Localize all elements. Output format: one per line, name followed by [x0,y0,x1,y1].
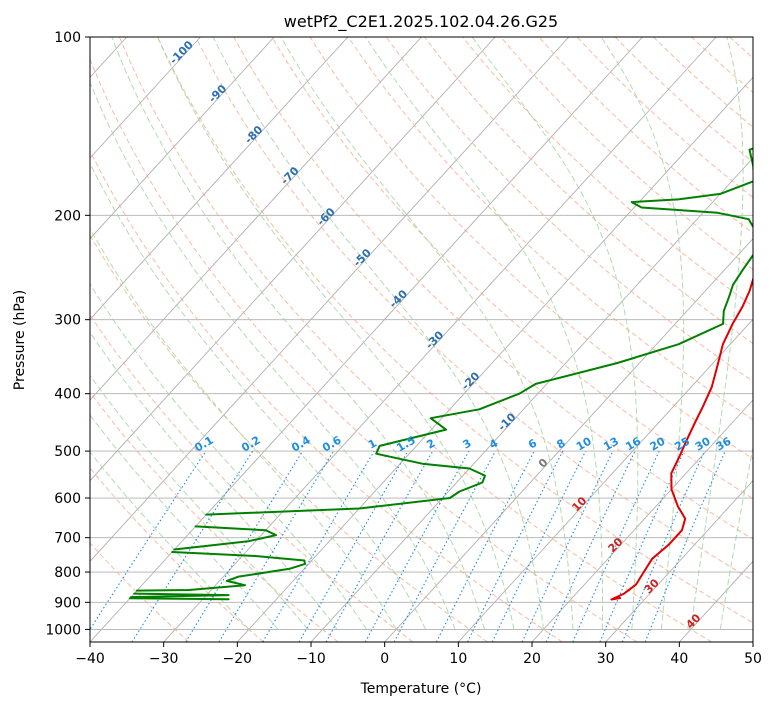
dry-adiabat-line [614,37,753,163]
dry-adiabat-line [385,37,753,382]
dry-adiabat-line [90,58,638,642]
isotherm-line [605,479,753,642]
moist-adiabat-line [90,451,250,630]
dry-adiabat-line [538,37,753,234]
y-tick-label: 400 [54,387,81,403]
x-tick-label: −30 [149,651,179,667]
mixing-ratio-line [644,450,726,642]
moist-adiabat-line [280,37,574,630]
moist-adiabat-line [90,331,338,630]
isotherm-line [90,37,496,482]
isotherm-line [310,157,753,642]
x-tick-label: 40 [670,651,688,667]
dry-adiabat-line [462,37,753,307]
moist-adiabat-line [365,37,603,630]
x-tick-label: −20 [223,651,253,667]
series-layer [128,147,753,601]
dry-adiabat-line [90,314,414,642]
isotherm-line [384,237,753,642]
dry-adiabat-line [90,467,264,642]
mixing-ratio-line [298,450,409,642]
mixing-ratio-line [364,450,470,642]
temperature-profile-line [610,276,753,601]
y-tick-label: 1000 [45,622,81,638]
mixing-ratio-line [262,450,375,642]
isotherm-line [90,37,201,159]
x-axis: −40 −30 −20 −10 0 10 20 30 40 50 [75,642,762,667]
isotherm-line [90,37,570,563]
dry-adiabat-line [195,37,753,582]
moist-adiabat-line [600,37,685,630]
isotherm-line [90,37,422,401]
x-tick-label: −40 [75,651,105,667]
y-tick-label: 900 [54,595,81,611]
mixing-ratio-line [218,450,334,642]
plot-area: 0.1 0.2 0.4 0.6 1 1.5 2 3 4 6 8 10 13 16 20 25 30 36-100-… [90,37,753,642]
dewpoint-profile-line [135,551,306,592]
x-tick-label: 0 [380,651,389,667]
mixing-ratio-line [572,450,660,642]
isotherm-line [163,37,717,642]
dry-adiabat-line [347,37,753,421]
moist-adiabat-line [212,37,544,630]
moist-adiabat-line [157,37,515,630]
x-tick-label: 10 [449,651,467,667]
mixing-ratio-line [491,450,587,642]
x-axis-label: Temperature (°C) [360,681,482,697]
plot-frame [89,36,754,643]
y-tick-label: 300 [54,313,81,329]
y-axis: 100 200 300 400 500 600 700 800 900 1000 [45,30,90,638]
x-tick-label: −10 [296,651,326,667]
moist-adiabat-line [90,81,456,630]
moist-adiabat-line [690,37,744,630]
dry-adiabat-line [90,149,563,642]
isotherm-line [90,37,643,642]
background-lines [90,37,753,642]
moist-adiabat-line [90,227,397,630]
mixing-ratio-line [521,450,614,642]
dry-adiabat-line [90,391,339,642]
dry-adiabat-line [576,37,753,199]
dry-adiabat-line [233,37,753,540]
isotherm-line [90,37,275,240]
moist-adiabat-line [90,282,368,630]
x-tick-label: 50 [744,651,762,667]
y-tick-label: 800 [54,565,81,581]
isotherm-line [237,76,753,642]
y-axis-label: Pressure (hPa) [12,290,28,390]
moist-adiabat-line [471,37,639,630]
moist-adiabat-line [90,162,427,630]
moist-adiabat-line [90,414,279,630]
mixing-ratio-line [325,450,434,642]
x-tick-label: 30 [597,651,615,667]
moist-adiabat-line [111,37,485,630]
y-tick-label: 200 [54,208,81,224]
y-tick-label: 600 [54,491,81,507]
moist-adiabat-line [719,444,753,630]
y-tick-label: 100 [54,30,81,46]
y-tick-label: 700 [54,531,81,547]
dewpoint-profile-line [130,592,230,599]
dry-adiabat-line [157,37,753,624]
x-tick-label: 20 [523,651,541,667]
mixing-ratio-line [545,450,636,642]
dry-adiabat-line [118,37,712,642]
dewpoint-profile-line [173,525,277,551]
dewpoint-profile-line [205,147,753,516]
isotherm-line [531,399,753,642]
mixing-ratio-line [621,450,706,642]
isotherm-line [458,318,753,642]
mixing-ratio-line [185,450,304,642]
chart-title: wetPf2_C2E1.2025.102.04.26.G25 [284,12,558,32]
isotherm-line [90,37,349,321]
dewpoint-profile-line [128,597,230,601]
y-tick-label: 500 [54,444,81,460]
dry-adiabat-line [309,37,753,460]
